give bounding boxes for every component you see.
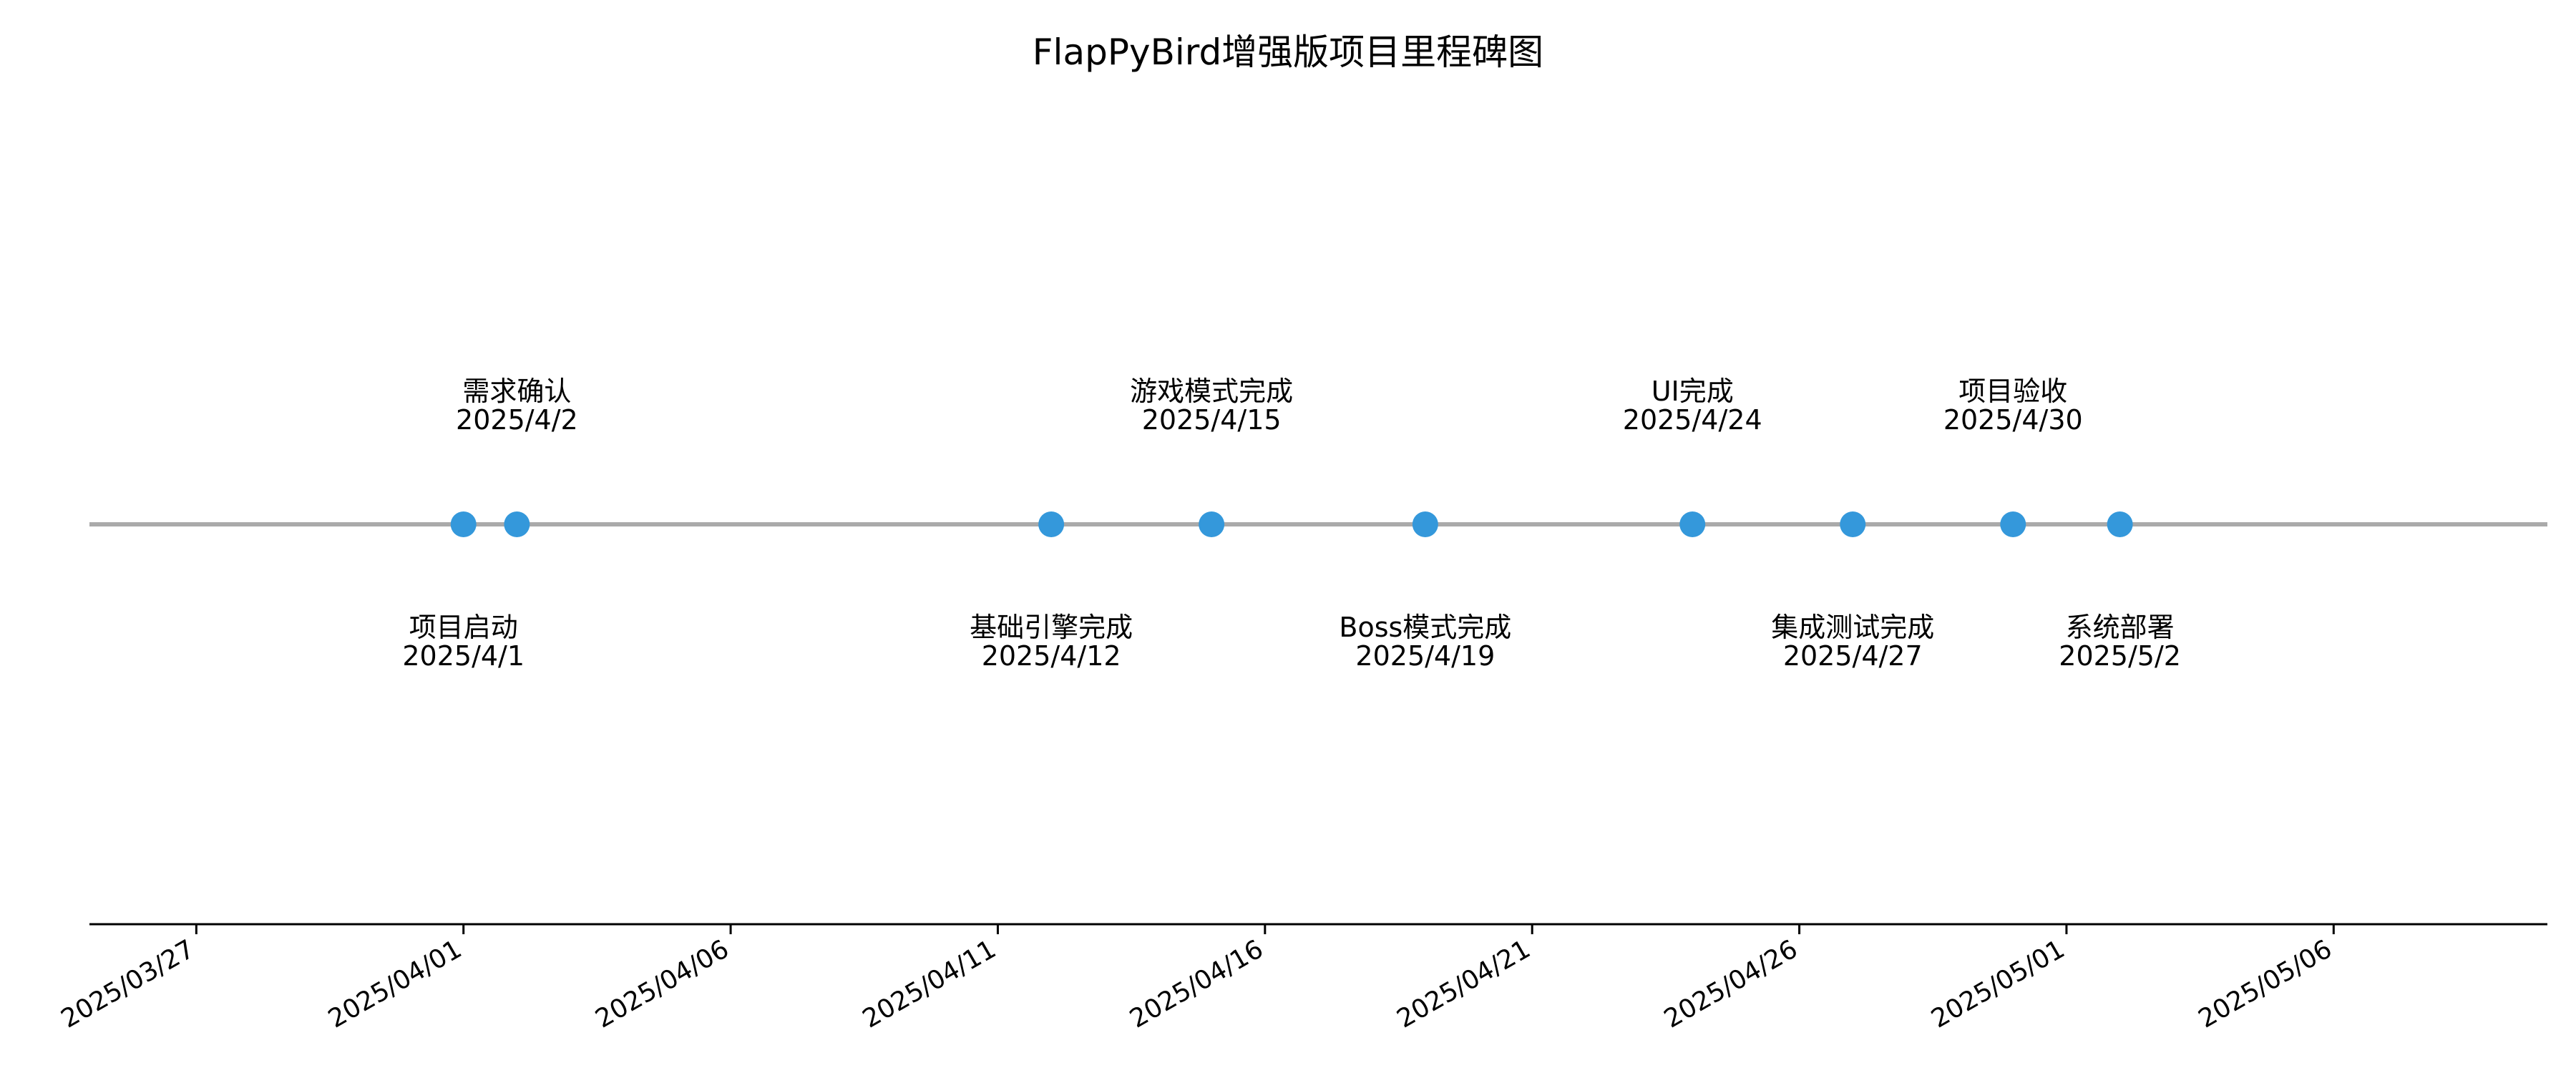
x-axis-ticks: 2025/03/27 2025/04/01 2025/04/06 2025/04/11… [57, 924, 2337, 1034]
milestone-point [450, 511, 477, 537]
milestone-name: 集成测试完成 [1771, 612, 1934, 643]
milestone-point [1199, 511, 1225, 537]
milestone-date: 2025/4/12 [982, 640, 1121, 672]
milestone-date: 2025/4/24 [1623, 404, 1762, 436]
milestone-name: 需求确认 [462, 376, 571, 407]
x-tick-label: 2025/03/27 [57, 934, 200, 1034]
milestone-date: 2025/4/19 [1355, 640, 1495, 672]
x-tick-label: 2025/04/26 [1659, 934, 1802, 1034]
milestone-point [1038, 511, 1065, 537]
milestone-point [1679, 511, 1706, 537]
chart-title: FlapPyBird增强版项目里程碑图 [1033, 31, 1543, 73]
x-tick-label: 2025/04/16 [1125, 934, 1268, 1034]
milestone-name: Boss模式完成 [1339, 612, 1511, 643]
milestone-point [2000, 511, 2026, 537]
milestone-name: 游戏模式完成 [1130, 376, 1293, 407]
x-tick-label: 2025/04/21 [1392, 934, 1535, 1034]
x-tick-label: 2025/04/06 [590, 934, 733, 1034]
milestone-name: 项目验收 [1958, 376, 2067, 407]
milestone-point [1840, 511, 1866, 537]
milestone-name: 基础引擎完成 [970, 612, 1133, 643]
x-tick-label: 2025/05/01 [1926, 934, 2069, 1034]
milestone-date: 2025/4/30 [1943, 404, 2083, 436]
milestone-name: 项目启动 [409, 612, 518, 643]
milestone-point [504, 511, 530, 537]
milestone-point [1412, 511, 1438, 537]
milestone-date: 2025/5/2 [2059, 640, 2181, 672]
milestone-date: 2025/4/2 [456, 404, 578, 436]
milestone-name: 系统部署 [2066, 612, 2175, 643]
milestone-points [450, 511, 2133, 537]
milestone-point [2107, 511, 2133, 537]
milestone-date: 2025/4/15 [1142, 404, 1282, 436]
milestone-name: UI完成 [1652, 376, 1734, 407]
milestone-date: 2025/4/1 [402, 640, 525, 672]
milestone-date: 2025/4/27 [1783, 640, 1923, 672]
x-tick-label: 2025/05/06 [2194, 934, 2337, 1034]
x-tick-label: 2025/04/01 [323, 934, 467, 1034]
x-tick-label: 2025/04/11 [858, 934, 1001, 1034]
